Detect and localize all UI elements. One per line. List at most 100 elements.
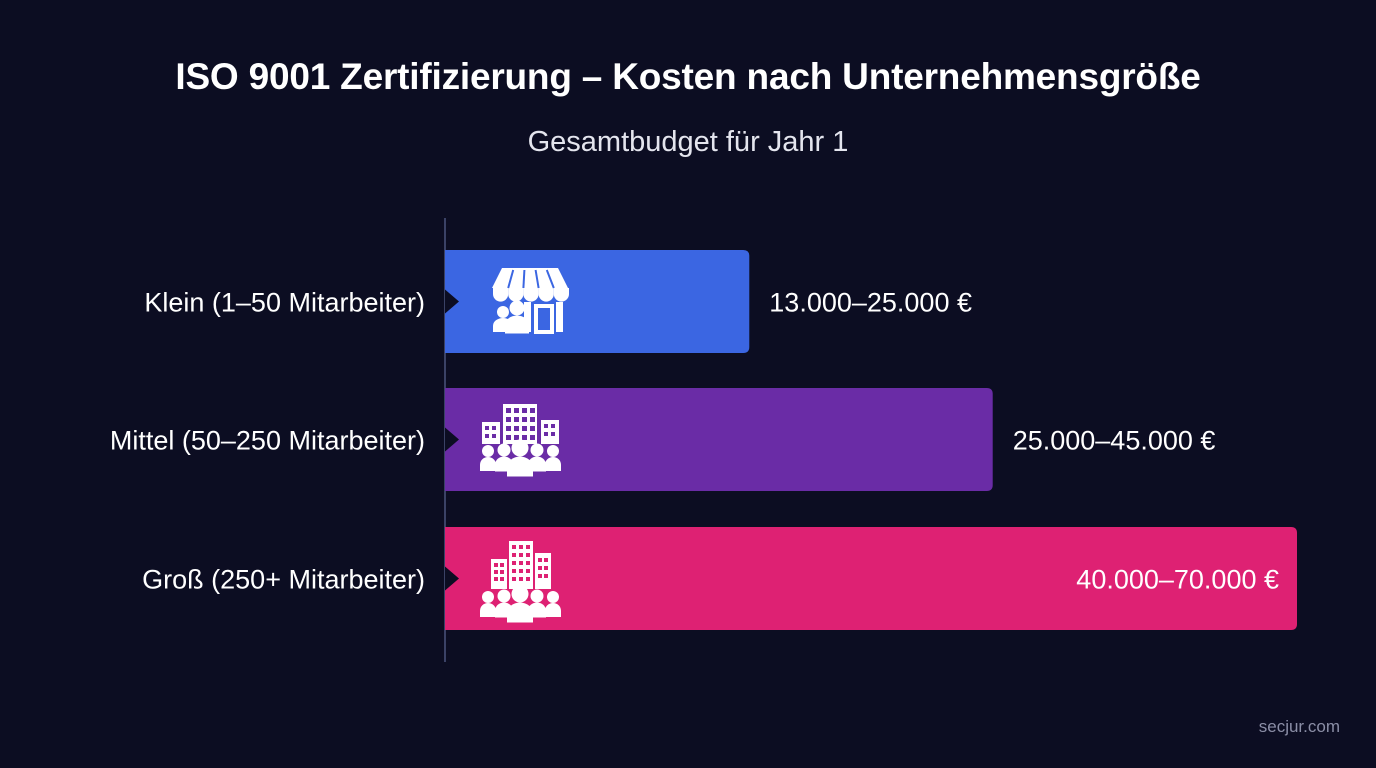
office-person-4-head	[530, 443, 544, 457]
chart-subtitle: Gesamtbudget für Jahr 1	[527, 126, 849, 158]
store-awning-stripe	[534, 269, 540, 289]
skyscraper-window	[512, 545, 516, 549]
bar	[445, 527, 1297, 630]
office-team-icon	[480, 404, 561, 477]
category-label: Klein (1–50 Mitarbeiter)	[144, 288, 425, 318]
office-left-window	[485, 426, 489, 430]
store-awning-scallop	[553, 288, 569, 302]
bar	[445, 250, 750, 353]
skyscraper-right-window	[544, 566, 548, 570]
crowd-person-5-head	[547, 591, 559, 603]
watermark: secjur.com	[1258, 717, 1340, 736]
office-tower-window	[506, 417, 511, 422]
office-person-5	[545, 445, 561, 471]
crowd-person-2-head	[497, 589, 511, 603]
office-tower-window	[514, 435, 519, 440]
skyscraper-window	[512, 561, 516, 565]
skyscraper-window	[519, 577, 523, 581]
office-tower-window	[522, 417, 527, 422]
skyscraper-left-window	[494, 570, 498, 574]
office-tower-window	[522, 426, 527, 431]
store-awning-scallop	[523, 288, 539, 302]
office-person-1	[480, 445, 496, 471]
office-left-window	[492, 426, 496, 430]
office-person-3-body	[507, 456, 533, 477]
skyscraper-window	[519, 553, 523, 557]
skyscraper-window	[519, 561, 523, 565]
bar	[445, 388, 993, 491]
skyscraper-right-window	[538, 574, 542, 578]
office-tower-window	[530, 426, 535, 431]
office-building-left	[482, 422, 500, 444]
skyscraper-left-window	[494, 563, 498, 567]
skyscraper-left-window	[500, 563, 504, 567]
crowd-person-5-body	[545, 603, 561, 617]
skyscraper-left-window	[500, 577, 504, 581]
bar-notch	[445, 427, 459, 452]
office-left-window	[492, 434, 496, 438]
office-tower-window	[506, 408, 511, 413]
office-person-3	[507, 439, 533, 477]
bar-group	[445, 388, 993, 491]
skyscraper-left	[491, 559, 507, 589]
office-tower-window	[514, 426, 519, 431]
store-wall-left	[524, 302, 531, 332]
office-left-window	[485, 434, 489, 438]
office-person-2-head	[497, 443, 511, 457]
store-awning-stripe	[522, 269, 526, 289]
skyscraper-window	[512, 577, 516, 581]
crowd-person-1-head	[482, 591, 494, 603]
bar-group	[445, 250, 750, 353]
value-label: 13.000–25.000 €	[769, 288, 972, 318]
skyscraper-left-window	[494, 577, 498, 581]
category-label: Groß (250+ Mitarbeiter)	[142, 565, 425, 595]
skyscraper-left-window	[500, 570, 504, 574]
office-person-5-head	[547, 445, 559, 457]
skyscraper-crowd-icon	[480, 541, 561, 623]
skyscraper-window	[526, 569, 530, 573]
store-door	[534, 304, 554, 334]
skyscraper-window	[512, 553, 516, 557]
office-right-window	[544, 424, 548, 428]
skyscraper-window	[519, 569, 523, 573]
store-awning-scallop	[508, 288, 524, 302]
crowd-person-4-head	[530, 589, 544, 603]
office-person-3-head	[511, 439, 529, 457]
office-tower-window	[506, 435, 511, 440]
office-tower-window	[506, 426, 511, 431]
store-person-left-head	[497, 306, 509, 318]
store-awning-stripe	[507, 269, 515, 289]
value-label: 25.000–45.000 €	[1013, 426, 1216, 456]
store-awning-scallop	[538, 288, 554, 302]
store-person-right-body	[505, 315, 529, 334]
category-label: Mittel (50–250 Mitarbeiter)	[110, 426, 425, 456]
skyscraper-right-window	[538, 566, 542, 570]
office-tower-window	[522, 435, 527, 440]
store-person-right-head	[509, 300, 525, 316]
office-right-window	[551, 432, 555, 436]
bar-group	[445, 527, 1297, 630]
crowd-person-3	[507, 585, 533, 623]
store-people-icon	[492, 268, 569, 334]
office-person-1-head	[482, 445, 494, 457]
crowd-person-1-body	[480, 603, 496, 617]
store-wall-right	[556, 302, 563, 332]
store-awning	[492, 268, 568, 288]
skyscraper-right-window	[544, 574, 548, 578]
value-label: 40.000–70.000 €	[1076, 565, 1279, 595]
chart-title: ISO 9001 Zertifizierung – Kosten nach Un…	[175, 56, 1201, 97]
store-person-right	[505, 300, 529, 334]
office-building-right	[541, 420, 559, 444]
store-awning-stripe	[545, 269, 555, 289]
skyscraper-window	[519, 545, 523, 549]
bar-notch	[445, 289, 459, 314]
office-tower-window	[514, 408, 519, 413]
skyscraper-window	[526, 553, 530, 557]
crowd-person-3-body	[507, 602, 533, 623]
skyscraper-window	[526, 545, 530, 549]
office-tower-window	[514, 417, 519, 422]
office-person-5-body	[545, 457, 561, 471]
store-awning-scallop	[493, 288, 509, 302]
skyscraper-right-window	[544, 558, 548, 562]
